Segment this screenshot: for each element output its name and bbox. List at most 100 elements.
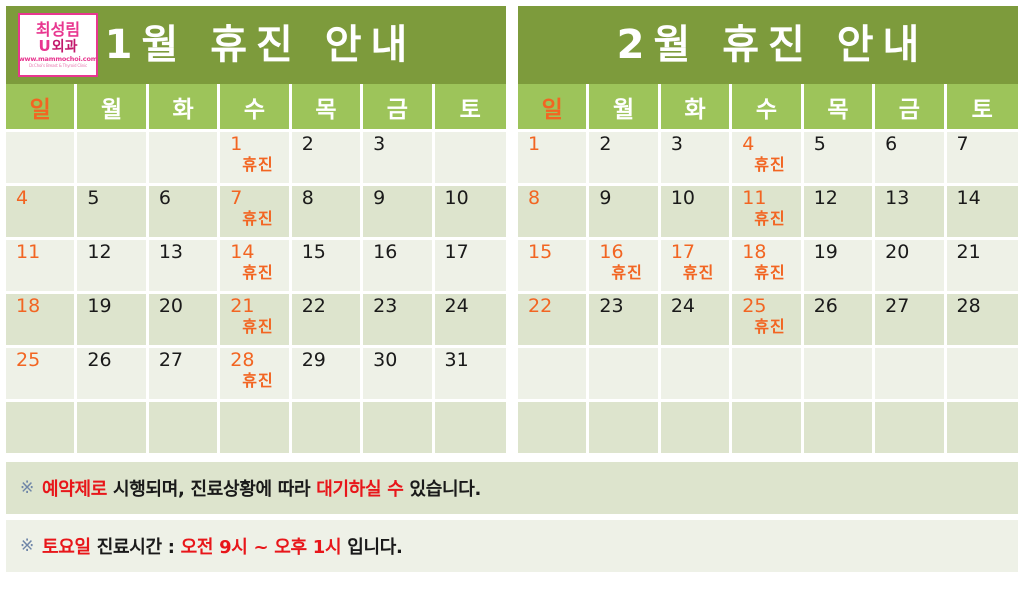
calendar-january-title: 1월 휴진 안내: [104, 22, 417, 68]
day-number: 1: [230, 133, 243, 155]
day-cell-january-empty: [434, 402, 506, 456]
day-cell-february-25[interactable]: 25 휴진: [732, 294, 804, 348]
day-cell-january-24[interactable]: 24: [434, 294, 506, 348]
day-number: 4: [742, 133, 755, 155]
day-cell-february-2[interactable]: 2: [589, 132, 661, 186]
day-number: 9: [599, 187, 612, 209]
day-cell-january-19[interactable]: 19: [77, 294, 149, 348]
day-cell-february-26[interactable]: 26: [803, 294, 876, 348]
day-cell-january-empty: [6, 402, 78, 456]
day-cell-february-11[interactable]: 11 휴진: [732, 186, 804, 240]
day-cell-january-16[interactable]: 16: [363, 240, 435, 294]
day-cell-january-29[interactable]: 29: [291, 348, 364, 402]
day-cell-february-23[interactable]: 23: [589, 294, 661, 348]
day-number: 11: [742, 187, 767, 209]
weekday-header-january-3: 수: [220, 84, 292, 132]
day-cell-january-22[interactable]: 22: [291, 294, 364, 348]
day-cell-february-19[interactable]: 19: [803, 240, 876, 294]
logo-clinic-name: 최성림: [35, 20, 81, 40]
day-number: 13: [158, 241, 184, 263]
day-number: 7: [956, 133, 969, 155]
day-cell-february-empty: [803, 402, 876, 456]
calendar-february-title-bar: 2월 휴진 안내: [518, 6, 1018, 84]
day-cell-january-8[interactable]: 8: [291, 186, 364, 240]
day-cell-february-28[interactable]: 28: [946, 294, 1018, 348]
day-cell-february-21[interactable]: 21: [946, 240, 1018, 294]
day-cell-february-15[interactable]: 15: [518, 240, 590, 294]
day-cell-january-empty: [291, 402, 364, 456]
day-cell-february-5[interactable]: 5: [803, 132, 876, 186]
day-cell-january-4[interactable]: 4: [6, 186, 78, 240]
note-bullet-icon: ※: [20, 478, 34, 498]
day-cell-january-30[interactable]: 30: [363, 348, 435, 402]
day-cell-february-18[interactable]: 18 휴진: [732, 240, 804, 294]
day-cell-january-15[interactable]: 15: [291, 240, 364, 294]
day-number: 10: [670, 187, 696, 209]
day-cell-february-6[interactable]: 6: [875, 132, 947, 186]
day-cell-january-20[interactable]: 20: [148, 294, 221, 348]
closed-badge: 휴진: [242, 371, 274, 390]
day-number: 12: [813, 187, 838, 209]
day-cell-february-9[interactable]: 9: [589, 186, 661, 240]
day-cell-february-3[interactable]: 3: [660, 132, 733, 186]
day-cell-january-5[interactable]: 5: [77, 186, 149, 240]
day-cell-january-14[interactable]: 14 휴진: [220, 240, 292, 294]
weekday-header-january-0: 일: [6, 84, 78, 132]
day-cell-february-10[interactable]: 10: [660, 186, 733, 240]
day-cell-february-24[interactable]: 24: [660, 294, 733, 348]
day-cell-january-9[interactable]: 9: [363, 186, 435, 240]
day-cell-january-1[interactable]: 1 휴진: [220, 132, 292, 186]
day-cell-january-23[interactable]: 23: [363, 294, 435, 348]
day-cell-february-7[interactable]: 7: [946, 132, 1018, 186]
day-cell-january-18[interactable]: 18: [6, 294, 78, 348]
day-cell-february-empty: [589, 348, 661, 402]
day-cell-february-1[interactable]: 1: [518, 132, 590, 186]
day-cell-february-20[interactable]: 20: [875, 240, 947, 294]
day-cell-january-26[interactable]: 26: [77, 348, 149, 402]
day-number: 3: [670, 133, 683, 155]
day-cell-january-31[interactable]: 31: [434, 348, 506, 402]
day-cell-february-17[interactable]: 17 휴진: [660, 240, 733, 294]
day-cell-january-10[interactable]: 10: [434, 186, 506, 240]
day-number: 15: [301, 241, 326, 263]
day-cell-january-28[interactable]: 28 휴진: [220, 348, 292, 402]
calendar-february-week-row: [518, 348, 1018, 402]
day-number: 14: [230, 241, 255, 263]
day-cell-january-17[interactable]: 17: [434, 240, 506, 294]
day-cell-february-14[interactable]: 14: [946, 186, 1018, 240]
closed-badge: 휴진: [242, 209, 274, 228]
day-cell-february-27[interactable]: 27: [875, 294, 947, 348]
day-cell-january-25[interactable]: 25: [6, 348, 78, 402]
day-cell-january-7[interactable]: 7 휴진: [220, 186, 292, 240]
logo-u-mark: U: [38, 37, 51, 56]
day-cell-january-6[interactable]: 6: [148, 186, 221, 240]
day-number: 21: [956, 241, 981, 263]
day-cell-january-3[interactable]: 3: [363, 132, 435, 186]
weekday-header-february-1: 월: [589, 84, 661, 132]
day-number: 2: [301, 133, 314, 155]
day-cell-february-22[interactable]: 22: [518, 294, 590, 348]
day-number: 12: [87, 241, 112, 263]
day-number: 17: [444, 241, 469, 263]
day-cell-january-13[interactable]: 13: [148, 240, 221, 294]
day-cell-january-2[interactable]: 2: [291, 132, 364, 186]
note-text-plain: 진료시간 :: [90, 537, 181, 558]
day-number: 24: [444, 295, 469, 317]
day-number: 15: [528, 241, 553, 263]
day-number: 6: [885, 133, 898, 155]
day-cell-january-21[interactable]: 21 휴진: [220, 294, 292, 348]
day-cell-february-8[interactable]: 8: [518, 186, 590, 240]
day-cell-january-27[interactable]: 27: [148, 348, 221, 402]
day-cell-february-12[interactable]: 12: [803, 186, 876, 240]
day-cell-february-4[interactable]: 4 휴진: [732, 132, 804, 186]
day-cell-february-16[interactable]: 16 휴진: [589, 240, 661, 294]
day-cell-february-13[interactable]: 13: [875, 186, 947, 240]
weekday-header-february-6: 토: [946, 84, 1018, 132]
weekday-header-february-2: 화: [660, 84, 733, 132]
weekday-header-january-1: 월: [77, 84, 149, 132]
day-cell-january-12[interactable]: 12: [77, 240, 149, 294]
weekday-header-january-5: 금: [363, 84, 435, 132]
day-cell-january-11[interactable]: 11: [6, 240, 78, 294]
logo-website-url: www.mammochoi.com: [18, 55, 98, 64]
